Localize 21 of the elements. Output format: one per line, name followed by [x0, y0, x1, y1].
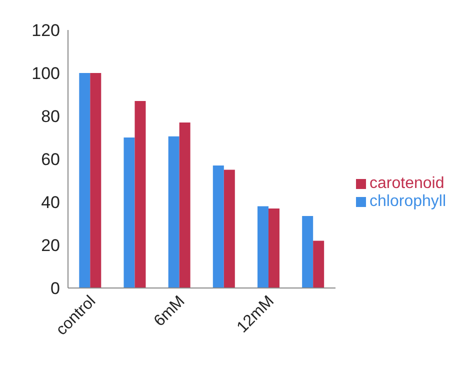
y-tick-label: 0 — [50, 279, 60, 298]
bar — [134, 100, 146, 288]
bar — [224, 170, 235, 288]
legend-label: chlorophyll — [370, 193, 446, 210]
bar — [79, 73, 90, 288]
bar — [268, 208, 280, 288]
y-tick-label: 80 — [41, 107, 60, 126]
bar — [90, 73, 102, 288]
bar — [257, 206, 268, 288]
y-tick-label: 100 — [32, 64, 60, 84]
bar — [168, 136, 180, 288]
bar — [212, 165, 224, 288]
bar — [302, 216, 314, 288]
y-tick-label: 20 — [41, 236, 60, 256]
y-tick-label: 40 — [41, 193, 60, 212]
bar — [313, 240, 324, 288]
bar — [124, 138, 135, 288]
bar — [179, 122, 190, 288]
y-tick-label: 120 — [32, 21, 60, 40]
y-tick-label: 60 — [41, 150, 60, 170]
legend-label: carotenoid — [370, 175, 444, 192]
